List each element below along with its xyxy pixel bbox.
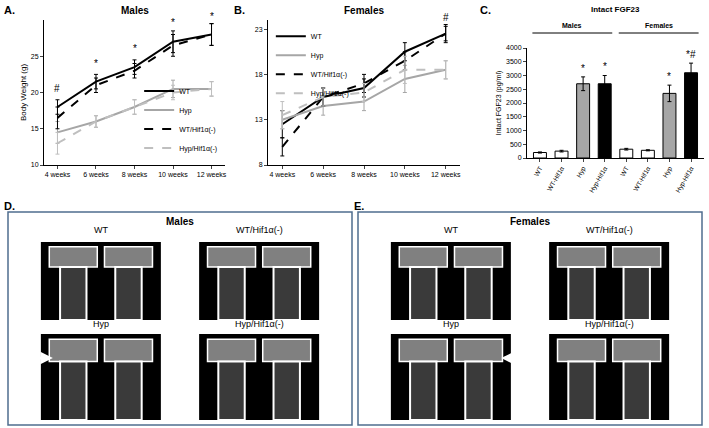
- svg-text:3000: 3000: [506, 72, 522, 79]
- svg-text:6 weeks: 6 weeks: [310, 171, 336, 178]
- svg-text:Hyp/Hif1α(-): Hyp/Hif1α(-): [311, 90, 349, 98]
- svg-text:*: *: [603, 61, 607, 72]
- svg-text:12 weeks: 12 weeks: [431, 171, 461, 178]
- svg-text:20: 20: [31, 89, 39, 96]
- svg-text:*: *: [210, 11, 214, 22]
- svg-text:25: 25: [31, 53, 39, 60]
- svg-text:0: 0: [518, 154, 522, 161]
- svg-text:4 weeks: 4 weeks: [45, 171, 71, 178]
- svg-text:WT/Hif1α(-): WT/Hif1α(-): [179, 126, 215, 134]
- svg-text:Hyp: Hyp: [661, 165, 674, 179]
- svg-text:Hyp: Hyp: [443, 319, 459, 329]
- svg-text:B.: B.: [234, 4, 245, 16]
- svg-text:18: 18: [255, 71, 263, 78]
- svg-text:Hyp-Hif1α: Hyp-Hif1α: [674, 165, 696, 194]
- svg-text:23: 23: [255, 26, 263, 33]
- svg-text:WT/Hif1α(-): WT/Hif1α(-): [311, 71, 347, 79]
- svg-text:8 weeks: 8 weeks: [122, 171, 148, 178]
- svg-text:D.: D.: [4, 200, 15, 212]
- svg-text:2500: 2500: [506, 86, 522, 93]
- svg-text:1500: 1500: [506, 113, 522, 120]
- svg-text:*: *: [171, 17, 175, 28]
- svg-text:1000: 1000: [506, 127, 522, 134]
- svg-text:*: *: [94, 58, 98, 69]
- svg-text:E.: E.: [354, 200, 364, 212]
- svg-text:Females: Females: [510, 216, 550, 227]
- svg-text:10: 10: [31, 161, 39, 168]
- svg-text:8: 8: [259, 161, 263, 168]
- svg-text:Intact FGF23 (pg/ml): Intact FGF23 (pg/ml): [495, 71, 503, 136]
- svg-text:Females: Females: [645, 22, 673, 29]
- svg-text:C.: C.: [480, 4, 491, 16]
- svg-text:12 weeks: 12 weeks: [197, 171, 227, 178]
- svg-text:WT: WT: [311, 33, 323, 40]
- svg-text:WT: WT: [533, 165, 544, 177]
- svg-text:WT/Hif1α(-): WT/Hif1α(-): [236, 225, 283, 235]
- svg-text:8 weeks: 8 weeks: [351, 171, 377, 178]
- svg-text:#: #: [54, 83, 60, 94]
- svg-text:Hyp/Hif1α(-): Hyp/Hif1α(-): [179, 145, 217, 153]
- svg-text:4000: 4000: [506, 44, 522, 51]
- svg-text:WT/Hif1α(-): WT/Hif1α(-): [586, 225, 633, 235]
- svg-text:*#: *#: [686, 49, 696, 60]
- svg-text:WT: WT: [94, 225, 108, 235]
- svg-text:A.: A.: [4, 4, 15, 16]
- svg-text:Hyp: Hyp: [179, 107, 192, 115]
- svg-text:Hyp: Hyp: [575, 165, 588, 179]
- svg-text:WT-Hif1α: WT-Hif1α: [632, 165, 652, 192]
- svg-text:Intact FGF23: Intact FGF23: [591, 5, 640, 14]
- svg-text:6 weeks: 6 weeks: [83, 171, 109, 178]
- svg-text:*: *: [133, 43, 137, 54]
- svg-text:10 weeks: 10 weeks: [158, 171, 188, 178]
- svg-text:2000: 2000: [506, 99, 522, 106]
- svg-text:WT: WT: [619, 165, 630, 177]
- svg-text:*: *: [581, 63, 585, 74]
- svg-text:Hyp: Hyp: [93, 319, 109, 329]
- svg-text:#: #: [443, 12, 449, 23]
- svg-text:Males: Males: [562, 22, 582, 29]
- svg-text:Males: Males: [121, 5, 149, 16]
- svg-text:4 weeks: 4 weeks: [269, 171, 295, 178]
- svg-text:Body Weight (g): Body Weight (g): [19, 64, 28, 122]
- svg-text:13: 13: [255, 116, 263, 123]
- svg-text:Hyp/Hif1α(-): Hyp/Hif1α(-): [235, 319, 284, 329]
- svg-text:Hyp-Hif1α: Hyp-Hif1α: [588, 165, 610, 194]
- svg-text:WT-Hif1α: WT-Hif1α: [546, 165, 566, 192]
- svg-text:WT: WT: [444, 225, 458, 235]
- svg-text:Hyp: Hyp: [311, 52, 324, 60]
- svg-text:Females: Females: [344, 5, 384, 16]
- svg-text:15: 15: [31, 125, 39, 132]
- svg-text:10 weeks: 10 weeks: [390, 171, 420, 178]
- svg-text:WT: WT: [179, 88, 191, 95]
- svg-text:*: *: [667, 71, 671, 82]
- svg-text:Hyp/Hif1α(-): Hyp/Hif1α(-): [585, 319, 634, 329]
- svg-text:Males: Males: [166, 216, 194, 227]
- svg-text:3500: 3500: [506, 58, 522, 65]
- svg-text:500: 500: [510, 141, 522, 148]
